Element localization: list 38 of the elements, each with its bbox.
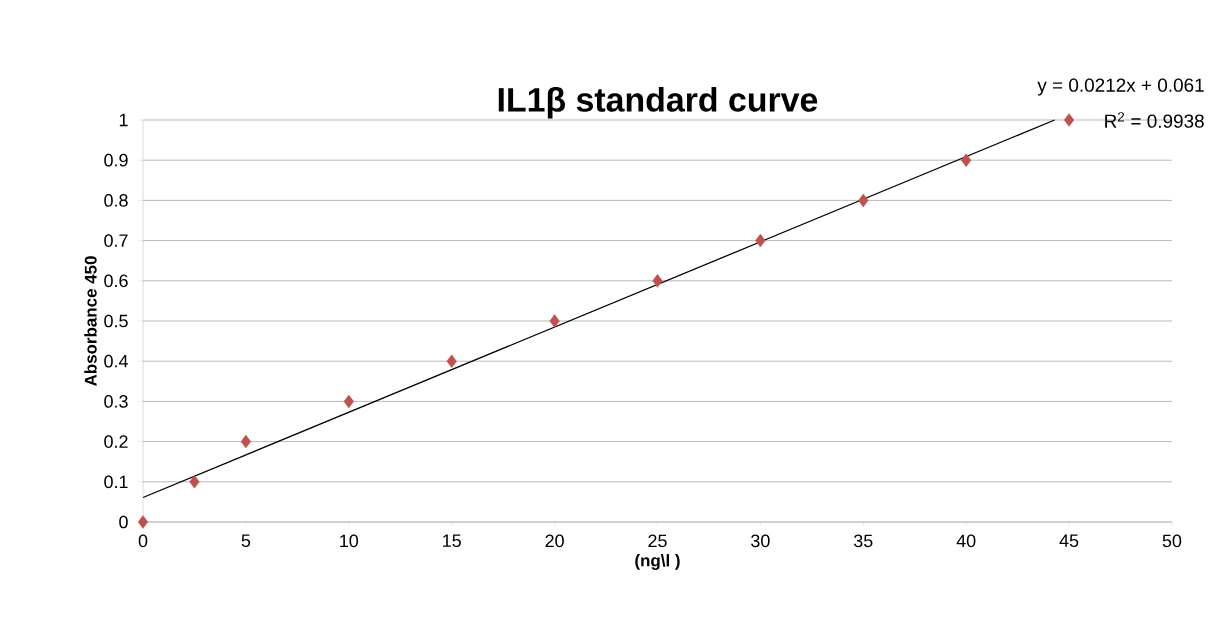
y-tick-label: 1 (119, 113, 128, 127)
y-tick-label: 0.2 (104, 435, 128, 448)
chart-title: IL1β standard curve (498, 86, 818, 119)
point (652, 274, 663, 288)
point (137, 515, 149, 529)
point (755, 233, 766, 248)
x-tick-label: 50 (1162, 534, 1182, 548)
x-tick-label: 15 (443, 534, 461, 548)
y-axis-title: Absorbance 450 (84, 256, 97, 386)
y-tick-label: 0.7 (104, 234, 128, 247)
point (189, 475, 200, 489)
x-axis-title: (ng\l ) (635, 554, 680, 570)
y-tick-label: 0.6 (104, 274, 128, 288)
x-tick-label: 40 (956, 534, 976, 548)
y-tick-label: 0.1 (104, 475, 128, 489)
point (1063, 113, 1075, 127)
point (549, 314, 560, 328)
x-tick-label: 10 (340, 534, 359, 548)
x-tick-label: 35 (853, 534, 873, 548)
point (961, 153, 972, 167)
annotation: R$^{2}$ = 0.9938 (1105, 112, 1204, 128)
x-tick-label: 30 (751, 534, 770, 548)
y-tick-label: 0.3 (104, 395, 128, 408)
point (343, 394, 354, 409)
text: y = 0.0212x + 0.061 (1037, 78, 1204, 96)
x-tick-label: 20 (545, 534, 564, 548)
y-tick-label: 0.8 (104, 194, 128, 207)
point (446, 354, 457, 368)
x-tick-label: 45 (1059, 534, 1079, 548)
x-tick-label: 25 (648, 534, 667, 548)
point (858, 193, 869, 208)
point (240, 434, 251, 449)
y-tick-label: 0.5 (104, 314, 128, 328)
y-tick-label: 0 (119, 515, 128, 529)
x-tick-label: 0 (138, 534, 148, 548)
x-tick-label: 5 (241, 534, 251, 548)
y-tick-label: 0.9 (104, 153, 128, 167)
y-tick-label: 0.4 (104, 354, 128, 368)
